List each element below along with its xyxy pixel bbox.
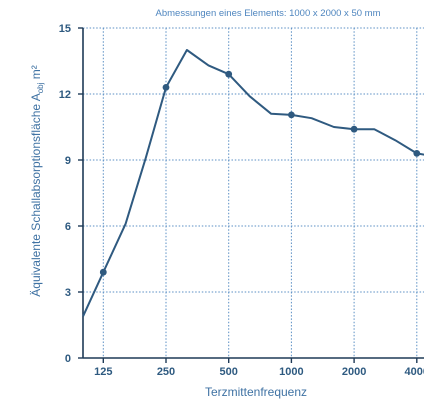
data-point-marker: [99, 268, 107, 276]
y-tick-label: 9: [65, 155, 71, 167]
gridlines: [83, 27, 424, 358]
y-axis-label-unit: m²: [29, 65, 43, 82]
y-tick-label: 0: [65, 353, 71, 365]
x-tick-label: 500: [220, 366, 238, 378]
y-tick-label: 3: [65, 287, 71, 299]
y-axis-label: Äquivalente Schallabsorptionsfläche Aobj…: [29, 65, 45, 296]
data-point-marker: [288, 111, 295, 119]
y-tick-labels: 0 3 6 9 12 15: [59, 23, 71, 365]
y-axis-label-main: Äquivalente Schallabsorptionsfläche A: [29, 93, 43, 296]
data-point-marker: [225, 70, 233, 78]
x-axis-label: Terzmittenfrequenz: [205, 385, 307, 399]
data-point-marker: [162, 84, 170, 91]
x-tick-label: 250: [157, 366, 175, 378]
axes: [78, 27, 424, 363]
x-tick-label: 125: [94, 366, 112, 378]
y-tick-label: 6: [65, 221, 71, 233]
y-tick-label: 12: [59, 89, 71, 101]
series: [82, 49, 424, 317]
y-axis-label-subscript: obj: [36, 82, 45, 93]
x-tick-label: 2000: [342, 366, 366, 378]
y-tick-label: 15: [59, 23, 71, 35]
data-point-marker: [413, 150, 421, 157]
series-line: [82, 49, 424, 317]
chart-annotation: Abmessungen eines Elements: 1000 x 2000 …: [156, 8, 381, 19]
x-tick-label: 1000: [279, 366, 303, 378]
data-point-marker: [350, 125, 358, 133]
